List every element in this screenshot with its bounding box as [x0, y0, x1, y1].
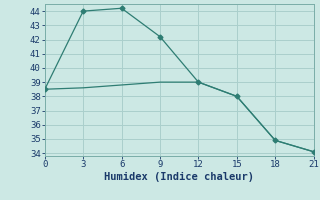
X-axis label: Humidex (Indice chaleur): Humidex (Indice chaleur): [104, 172, 254, 182]
